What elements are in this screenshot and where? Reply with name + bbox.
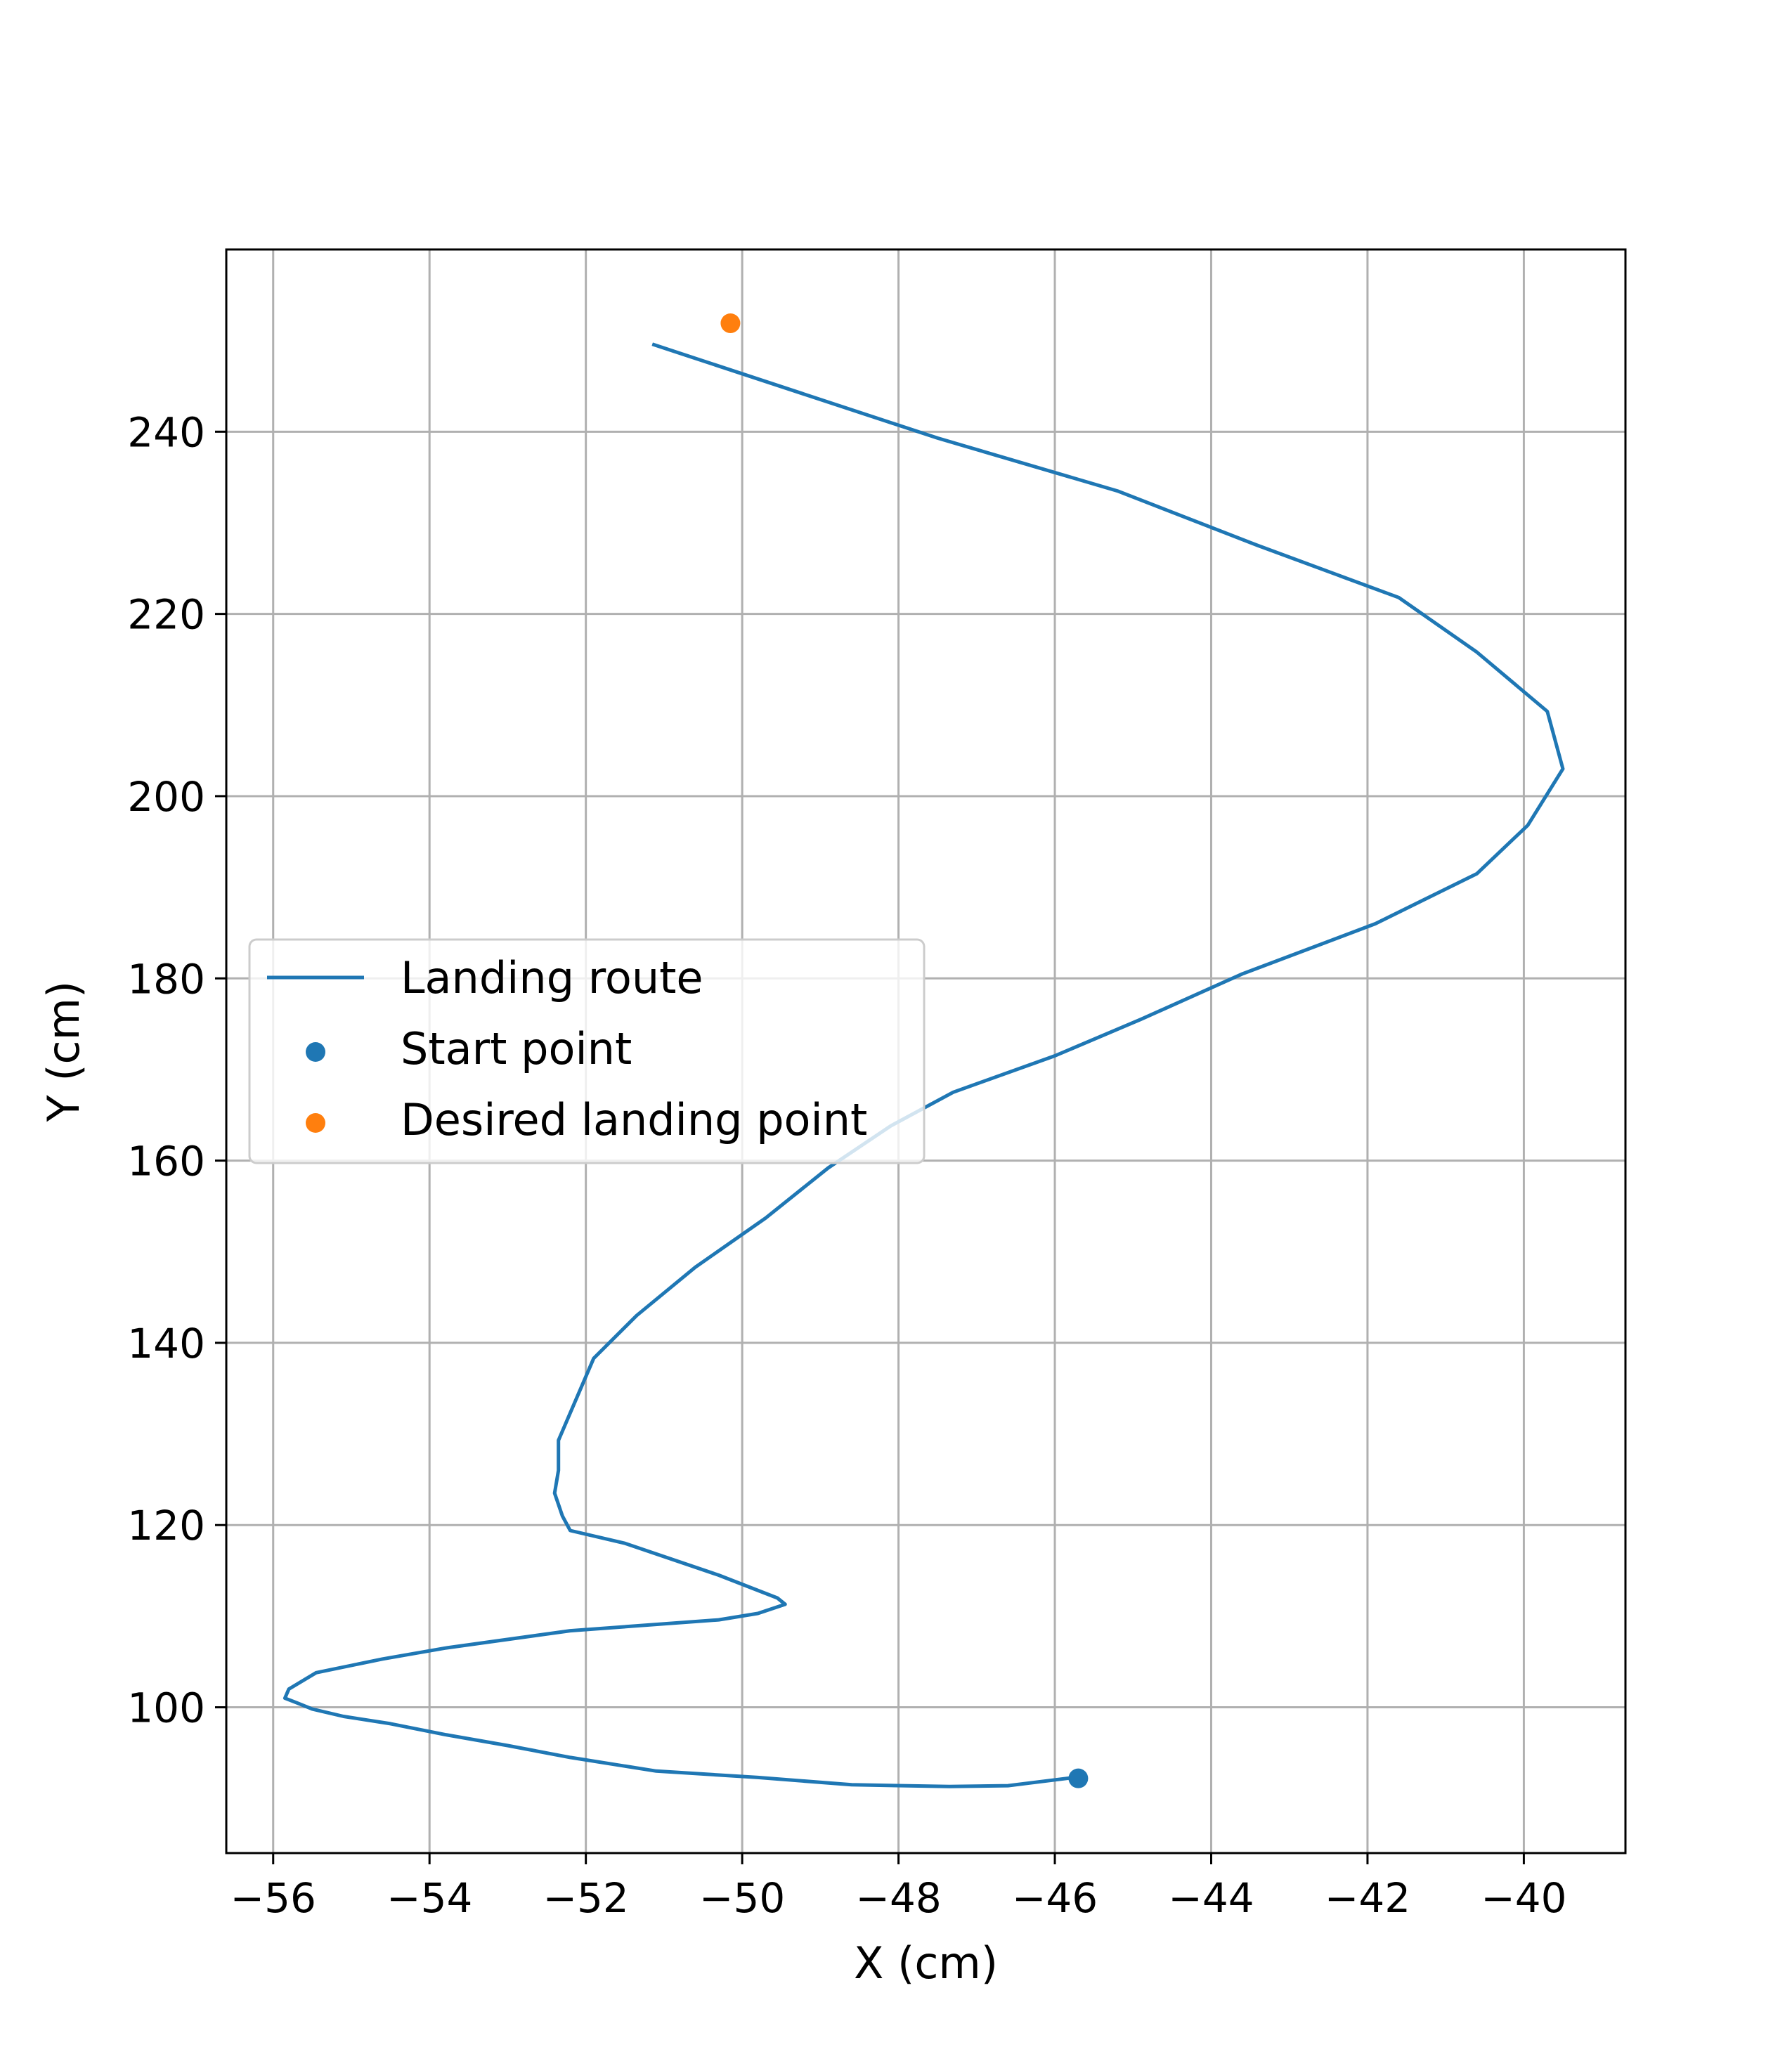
legend-swatch-desired-landing-point bbox=[306, 1113, 325, 1133]
legend-label-landing-route: Landing route bbox=[401, 952, 703, 1003]
y-tick-label: 220 bbox=[127, 591, 205, 639]
x-tick-label: −46 bbox=[1012, 1874, 1098, 1922]
y-tick-label: 200 bbox=[127, 773, 205, 821]
x-axis-ticks: −56 −54 −52 −50 −48 −46 −44 −42 −40 bbox=[231, 1853, 1567, 1922]
y-tick-label: 140 bbox=[127, 1320, 205, 1367]
y-tick-label: 180 bbox=[127, 955, 205, 1003]
start-point-marker bbox=[1068, 1768, 1089, 1788]
x-axis-label: X (cm) bbox=[854, 1937, 998, 1989]
y-tick-label: 100 bbox=[127, 1684, 205, 1732]
plot-frame bbox=[225, 248, 1627, 1854]
x-tick-label: −42 bbox=[1325, 1874, 1410, 1922]
x-tick-label: −54 bbox=[387, 1874, 472, 1922]
x-tick-label: −48 bbox=[855, 1874, 941, 1922]
desired-landing-point-marker bbox=[720, 313, 741, 334]
x-tick-label: −44 bbox=[1168, 1874, 1254, 1922]
x-tick-label: −52 bbox=[543, 1874, 628, 1922]
y-tick-label: 240 bbox=[127, 408, 205, 456]
legend-swatch-start-point bbox=[306, 1042, 325, 1062]
y-axis-ticks: 100 120 140 160 180 200 220 240 bbox=[127, 408, 226, 1732]
x-tick-label: −40 bbox=[1481, 1874, 1566, 1922]
legend: Landing route Start point Desired landin… bbox=[248, 938, 926, 1164]
x-tick-label: −56 bbox=[231, 1874, 316, 1922]
legend-label-start-point: Start point bbox=[401, 1023, 632, 1074]
x-tick-label: −50 bbox=[699, 1874, 785, 1922]
y-tick-label: 120 bbox=[127, 1502, 205, 1550]
landing-route-line bbox=[283, 342, 1565, 1788]
legend-label-desired-landing-point: Desired landing point bbox=[401, 1094, 867, 1145]
series-layer bbox=[283, 313, 1565, 1788]
y-tick-label: 160 bbox=[127, 1138, 205, 1185]
y-axis-label: Y (cm) bbox=[38, 981, 89, 1122]
legend-box bbox=[248, 938, 926, 1164]
